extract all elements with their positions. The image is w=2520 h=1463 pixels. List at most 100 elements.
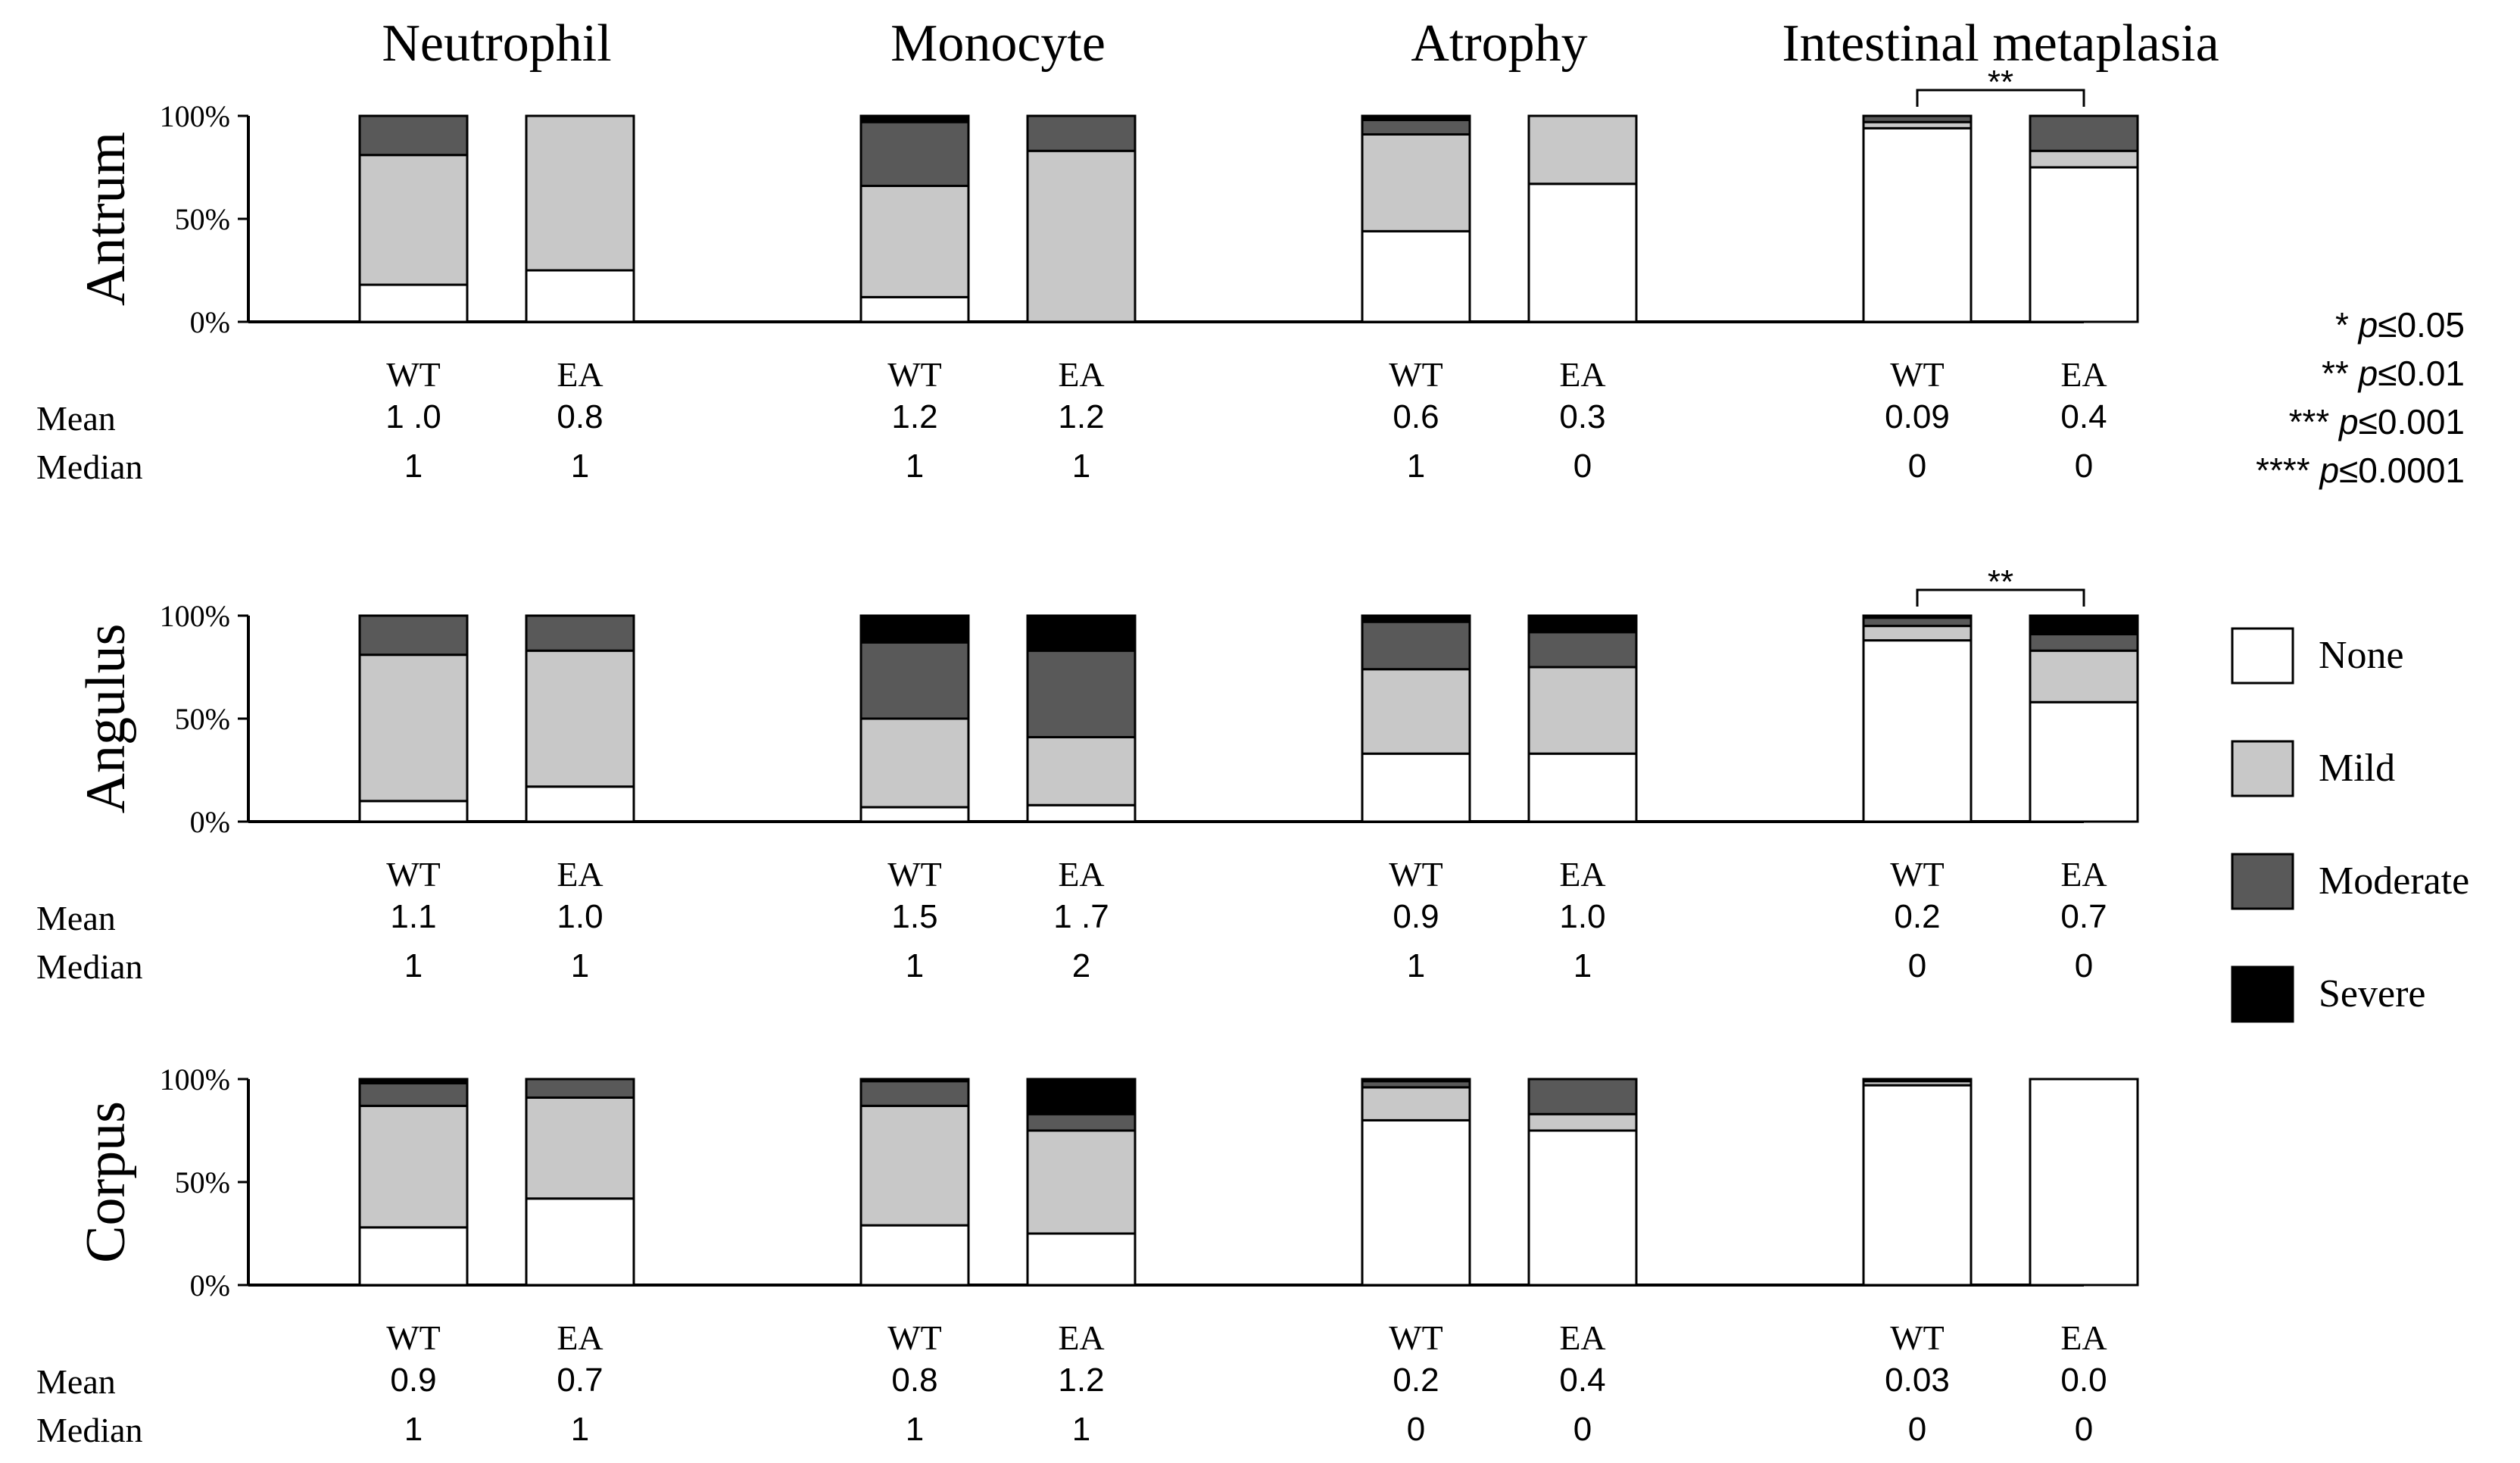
group-label-ea: EA [557, 855, 603, 894]
median-label: Median [36, 947, 143, 986]
bar-segment-antrum-neutrophil-ea-mild [525, 114, 635, 272]
significance-legend-entry: ** p≤0.01 [2322, 354, 2465, 393]
significance-legend-entry: **** p≤0.0001 [2256, 451, 2465, 490]
bar-segment-antrum-atrophy-ea-mild [1527, 114, 1638, 186]
bar-segment-corpus-atrophy-ea-none [1527, 1129, 1638, 1287]
bar-segment-angulus-intestinal-metaplasia-ea-mild [2029, 649, 2139, 703]
legend-label-severe: Severe [2319, 972, 2425, 1015]
bar-segment-corpus-monocyte-ea-mild [1026, 1129, 1137, 1235]
row-title-antrum: Antrum [75, 132, 137, 306]
median-value: 1 [1573, 947, 1592, 984]
group-label-ea: EA [1559, 855, 1605, 894]
bar-segment-antrum-intestinal-metaplasia-ea-moderate [2029, 114, 2139, 152]
bar-segment-antrum-neutrophil-ea-none [525, 269, 635, 323]
median-value: 1 [1072, 448, 1090, 485]
bar-segment-angulus-atrophy-ea-mild [1527, 666, 1638, 755]
significance-legend-entry: *** p≤0.001 [2289, 402, 2465, 441]
y-tick-label: 50% [175, 1165, 230, 1199]
bar-segment-corpus-neutrophil-ea-moderate [525, 1078, 635, 1099]
bar-segment-corpus-neutrophil-ea-none [525, 1197, 635, 1287]
median-value: 1 [1407, 448, 1425, 485]
bar-segment-angulus-intestinal-metaplasia-wt-moderate [1862, 616, 1973, 628]
bar-segment-angulus-neutrophil-ea-moderate [525, 614, 635, 652]
mean-value: 1.5 [891, 898, 937, 935]
legend-label-mild: Mild [2319, 747, 2395, 790]
group-label-wt: WT [1890, 855, 1945, 894]
significance-bracket [1916, 588, 2085, 607]
bar-segment-corpus-atrophy-ea-moderate [1527, 1078, 1638, 1115]
group-label-ea: EA [1058, 355, 1104, 394]
bar-segment-angulus-neutrophil-wt-mild [358, 654, 469, 803]
bar-segment-angulus-intestinal-metaplasia-ea-severe [2029, 614, 2139, 635]
bar-segment-angulus-intestinal-metaplasia-wt-none [1862, 639, 1973, 823]
median-value: 0 [1908, 448, 1926, 485]
mean-value: 0.2 [1393, 1362, 1439, 1399]
bar-segment-antrum-intestinal-metaplasia-ea-mild [2029, 149, 2139, 169]
bar-segment-corpus-intestinal-metaplasia-wt-moderate [1862, 1078, 1973, 1083]
bar-segment-corpus-intestinal-metaplasia-wt-none [1862, 1084, 1973, 1287]
bar-segment-corpus-neutrophil-ea-mild [525, 1096, 635, 1200]
median-value: 1 [571, 448, 589, 485]
mean-label: Mean [36, 1362, 116, 1401]
group-label-ea: EA [557, 1318, 603, 1357]
median-value: 1 [1407, 947, 1425, 984]
bar-segment-antrum-atrophy-wt-mild [1361, 133, 1471, 232]
median-value: 1 [906, 448, 924, 485]
mean-value: 1.0 [557, 898, 603, 935]
group-label-wt: WT [1389, 855, 1443, 894]
bar-segment-angulus-atrophy-wt-none [1361, 752, 1471, 823]
column-title-intestinal-metaplasia: Intestinal metaplasia [1782, 14, 2219, 73]
legend-layer: * p≤0.05 ** p≤0.01 *** p≤0.001 **** p≤0.000… [2231, 305, 2469, 1023]
median-value: 0 [1573, 448, 1592, 485]
bar-segment-corpus-neutrophil-wt-none [358, 1226, 469, 1287]
bar-segment-angulus-atrophy-wt-severe [1361, 614, 1471, 623]
bar-segment-corpus-monocyte-ea-severe [1026, 1078, 1137, 1115]
median-label: Median [36, 1411, 143, 1449]
mean-value: 0.6 [1393, 398, 1439, 435]
mean-label: Mean [36, 899, 116, 937]
group-label-wt: WT [1890, 1318, 1945, 1357]
bar-segment-antrum-monocyte-wt-mild [859, 184, 970, 298]
bar-segment-angulus-monocyte-ea-moderate [1026, 649, 1137, 738]
mean-value: 0.4 [2060, 398, 2107, 435]
bar-segment-antrum-monocyte-ea-moderate [1026, 114, 1137, 152]
bar-segment-corpus-intestinal-metaplasia-ea-none [2029, 1078, 2139, 1287]
bar-segment-angulus-monocyte-ea-none [1026, 803, 1137, 823]
group-label-wt: WT [1389, 1318, 1443, 1357]
bar-segment-angulus-neutrophil-ea-mild [525, 649, 635, 788]
bar-segment-antrum-atrophy-wt-severe [1361, 114, 1471, 121]
median-value: 1 [1072, 1411, 1090, 1448]
bar-segment-corpus-monocyte-wt-mild [859, 1104, 970, 1227]
y-tick-label: 50% [175, 702, 230, 736]
median-value: 0 [1908, 1411, 1926, 1448]
legend-swatch-none [2231, 627, 2294, 685]
significance-legend-entry: * p≤0.05 [2335, 305, 2465, 345]
bar-segment-angulus-neutrophil-wt-moderate [358, 614, 469, 657]
legend-label-none: None [2319, 634, 2404, 677]
median-value: 2 [1072, 947, 1090, 984]
mean-value: 0.3 [1559, 398, 1605, 435]
legend-swatch-severe [2231, 965, 2294, 1023]
text-layer: Neutrophil Monocyte Atrophy Intestinal meta… [36, 14, 2219, 1449]
median-value: 0 [2075, 1411, 2093, 1448]
median-value: 1 [906, 1411, 924, 1448]
group-label-wt: WT [887, 1318, 942, 1357]
bar-segment-corpus-atrophy-wt-mild [1361, 1086, 1471, 1121]
bar-segment-corpus-neutrophil-wt-severe [358, 1078, 469, 1084]
group-label-wt: WT [887, 855, 942, 894]
significance-stars: ** [1988, 563, 2013, 600]
bar-segment-antrum-neutrophil-wt-mild [358, 154, 469, 286]
y-tick-label: 100% [160, 99, 230, 133]
bar-segment-corpus-atrophy-ea-mild [1527, 1112, 1638, 1132]
row-title-angulus: Angulus [75, 624, 137, 814]
bar-segment-angulus-atrophy-ea-none [1527, 752, 1638, 823]
bar-segment-angulus-atrophy-ea-moderate [1527, 631, 1638, 669]
bar-segment-antrum-intestinal-metaplasia-ea-none [2029, 166, 2139, 323]
bar-segment-corpus-monocyte-ea-none [1026, 1232, 1137, 1287]
group-label-ea: EA [557, 355, 603, 394]
mean-value: 0.7 [557, 1362, 603, 1399]
bar-segment-angulus-monocyte-wt-moderate [859, 641, 970, 720]
y-tick-label: 0% [190, 1268, 230, 1302]
bar-segment-angulus-neutrophil-ea-none [525, 785, 635, 823]
